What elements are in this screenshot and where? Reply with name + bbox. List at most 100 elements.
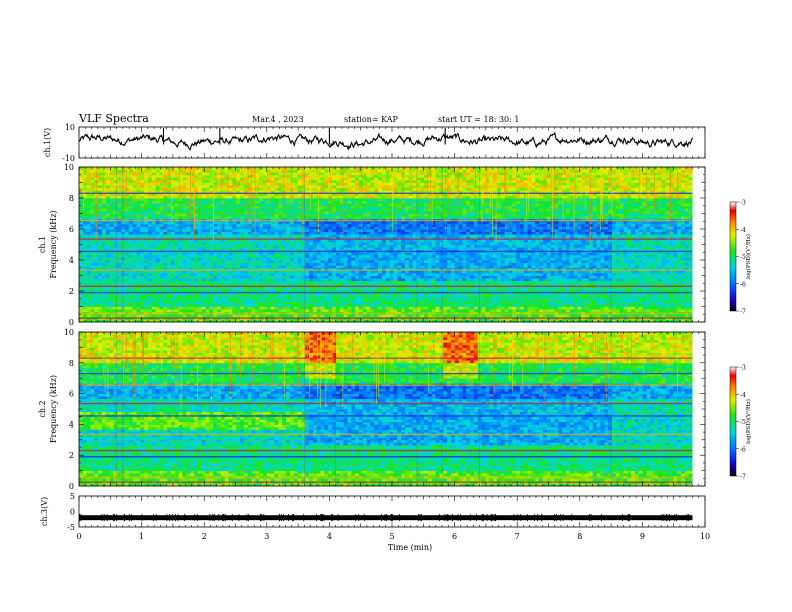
spectrogram-cell — [186, 252, 191, 256]
spectrogram-cell — [194, 283, 199, 287]
spectrogram-cell — [94, 306, 99, 310]
spectrogram-cell — [155, 221, 160, 225]
spectrogram-cell — [351, 208, 356, 212]
spectrogram-cell — [194, 185, 199, 189]
spectrogram-cell — [121, 288, 126, 292]
spectrogram-cell — [90, 213, 95, 217]
spectrogram-cell — [155, 167, 160, 170]
spectrogram-cell — [305, 303, 310, 307]
spectrogram-cell — [370, 280, 375, 284]
spectrogram-cell — [309, 187, 314, 191]
spectrogram-cell — [282, 195, 287, 199]
spectrogram-cell — [140, 195, 145, 199]
spectrogram-cell — [201, 309, 206, 313]
spectrogram-cell — [312, 309, 318, 313]
spectrogram-cell — [186, 169, 191, 173]
spectrogram-cell — [197, 306, 203, 310]
spectrogram-cell — [255, 267, 260, 271]
spectrogram-cell — [79, 198, 84, 201]
spectrogram-cell — [374, 185, 379, 189]
spectrogram-cell — [121, 221, 126, 225]
spectrogram-cell — [343, 314, 348, 318]
spectrogram-cell — [374, 169, 379, 173]
spectrogram-cell — [178, 288, 183, 292]
spectrogram-cell — [316, 262, 321, 266]
spectrogram-cell — [155, 254, 160, 258]
spectrogram-cell — [255, 195, 260, 199]
spectrogram-cell — [90, 254, 95, 258]
spectrogram-cell — [243, 229, 249, 232]
spectrogram-cell — [259, 223, 264, 227]
spectrogram-cell — [90, 167, 95, 170]
spectrogram-cell — [232, 257, 237, 261]
spectrogram-cell — [190, 260, 195, 263]
spectrogram-cell — [243, 283, 249, 287]
spectrogram-cell — [178, 179, 183, 183]
spectrogram-cell — [94, 280, 99, 284]
spectrogram-cell — [79, 187, 84, 191]
spectrogram-cell — [293, 192, 298, 196]
spectrogram-cell — [247, 314, 252, 318]
spectrogram-cell — [197, 169, 203, 173]
spectrogram-cell — [282, 265, 287, 269]
spectrogram-cell — [79, 195, 84, 199]
spectrogram-cell — [370, 288, 375, 292]
spectrogram-cell — [316, 190, 321, 194]
spectrogram-cell — [240, 278, 245, 282]
spectrogram-cell — [109, 265, 114, 269]
spectrogram-cell — [86, 275, 91, 279]
spectrogram-cell — [201, 169, 206, 173]
spectrogram-cell — [328, 309, 333, 313]
spectrogram-cell — [358, 190, 364, 194]
spectrogram-cell — [102, 200, 107, 204]
spectrogram-cell — [362, 200, 367, 204]
spectrogram-cell — [213, 169, 218, 173]
spectrogram-cell — [259, 213, 264, 217]
spectrogram-cell — [358, 236, 364, 240]
spectrogram-cell — [278, 177, 283, 181]
spectrogram-cell — [178, 231, 183, 235]
spectrogram-cell — [351, 280, 356, 284]
spectrogram-cell — [151, 213, 157, 217]
spectrogram-cell — [374, 236, 379, 240]
spectrogram-cell — [343, 223, 348, 227]
spectrogram-cell — [155, 223, 160, 227]
spectrogram-cell — [228, 179, 233, 183]
spectrogram-cell — [335, 278, 341, 282]
spectrogram-cell — [98, 298, 103, 302]
spectrogram-cell — [136, 309, 141, 313]
spectrogram-cell — [151, 267, 157, 271]
spectrogram-cell — [224, 236, 229, 240]
spectrogram-cell — [182, 198, 187, 201]
spectrogram-cell — [335, 293, 341, 297]
spectrogram-cell — [79, 205, 84, 209]
spectrogram-cell — [128, 309, 134, 313]
spectrogram-cell — [255, 265, 260, 269]
spectrogram-cell — [190, 278, 195, 282]
spectrogram-cell — [217, 192, 222, 196]
spectrogram-cell — [251, 213, 256, 217]
spectrogram-cell — [236, 208, 241, 212]
spectrogram-cell — [86, 254, 91, 258]
spectrogram-cell — [328, 270, 333, 274]
spectrogram-cell — [247, 270, 252, 274]
spectrogram-cell — [159, 270, 164, 274]
spectrogram-cell — [86, 177, 91, 181]
spectrogram-cell — [362, 293, 367, 297]
spectrogram-cell — [358, 195, 364, 199]
spectrogram-cell — [186, 216, 191, 220]
spectrogram-cell — [255, 301, 260, 305]
spectrogram-cell — [312, 185, 318, 189]
spectrogram-cell — [366, 174, 371, 178]
spectrogram-cell — [362, 169, 367, 173]
spectrogram-cell — [155, 177, 160, 181]
spectrogram-cell — [163, 262, 168, 266]
spectrogram-cell — [263, 226, 268, 230]
spectrogram-cell — [339, 283, 344, 287]
spectrogram-cell — [358, 234, 364, 238]
spectrogram-cell — [132, 283, 137, 287]
spectrogram-cell — [378, 179, 383, 183]
spectrogram-cell — [328, 223, 333, 227]
spectrogram-cell — [374, 288, 379, 292]
spectrogram-cell — [316, 298, 321, 302]
